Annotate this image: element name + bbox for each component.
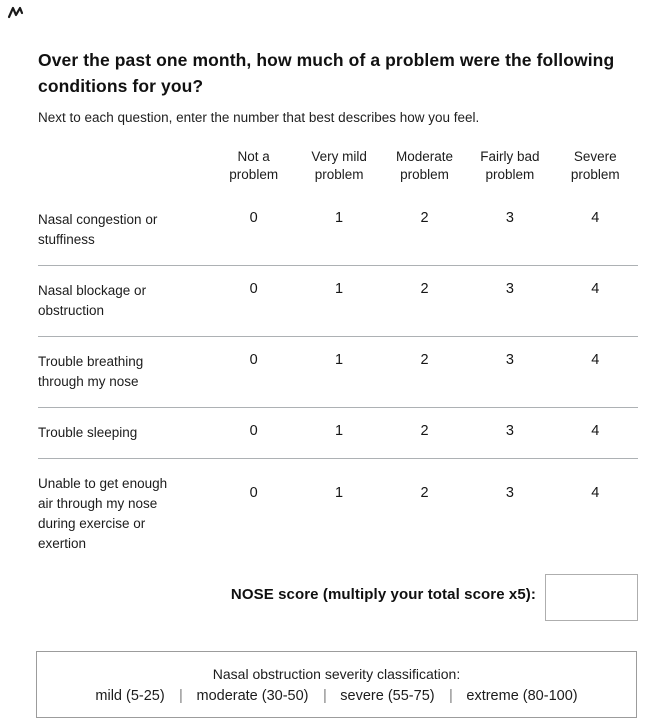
- severity-classification-box: Nasal obstruction severity classificatio…: [36, 651, 637, 718]
- rating-value-3: 3: [505, 281, 514, 297]
- symptom-rating-table: Not a problem Very mild problem Moderate…: [38, 148, 638, 562]
- table-row-trouble-sleeping: Trouble sleeping 0 1 2 3 4: [38, 408, 638, 459]
- classification-level-moderate: moderate (30-50): [196, 688, 309, 704]
- empty-header-cell: [38, 148, 211, 197]
- page-subtitle: Next to each question, enter the number …: [38, 110, 480, 125]
- column-header-very-mild-problem: Very mild problem: [311, 149, 367, 182]
- row-label: Nasal congestion or stuffiness: [38, 212, 158, 247]
- row-label: Nasal blockage or obstruction: [38, 283, 147, 318]
- rating-value-3: 3: [505, 352, 514, 368]
- rating-value-0: 0: [249, 423, 258, 439]
- rating-value-1: 1: [335, 352, 344, 368]
- classification-levels: mild (5-25) | moderate (30-50) | severe (55-…: [43, 688, 630, 704]
- rating-value-4: 4: [591, 485, 600, 501]
- column-header-severe-problem: Severe problem: [570, 149, 620, 182]
- column-header-moderate-problem: Moderate problem: [395, 149, 453, 182]
- rating-value-1: 1: [335, 423, 344, 439]
- rating-value-3: 3: [505, 210, 514, 226]
- rating-value-0: 0: [249, 210, 258, 226]
- row-label: Trouble sleeping: [38, 425, 138, 440]
- rating-value-2: 2: [420, 352, 429, 368]
- table-row-nasal-blockage: Nasal blockage or obstruction 0 1 2 3 4: [38, 266, 638, 337]
- rating-value-4: 4: [591, 210, 600, 226]
- separator-pipe: |: [323, 688, 326, 704]
- separator-pipe: |: [179, 688, 182, 704]
- table-row-nasal-congestion: Nasal congestion or stuffiness 0 1 2 3 4: [38, 197, 638, 266]
- nose-score-section: NOSE score (multiply your total score x5…: [38, 574, 638, 621]
- table-row-unable-enough-air: Unable to get enough air through my nose…: [38, 459, 638, 563]
- column-header-fairly-bad-problem: Fairly bad problem: [480, 149, 540, 182]
- rating-value-1: 1: [335, 210, 344, 226]
- rating-value-2: 2: [420, 423, 429, 439]
- column-header-not-a-problem: Not a problem: [229, 149, 279, 182]
- page-title: Over the past one month, how much of a p…: [38, 50, 615, 96]
- separator-pipe: |: [449, 688, 452, 704]
- corner-scribble-mark: [7, 6, 24, 19]
- rating-value-0: 0: [249, 281, 258, 297]
- rating-value-0: 0: [249, 485, 258, 501]
- classification-title: Nasal obstruction severity classificatio…: [212, 666, 461, 682]
- rating-value-0: 0: [249, 352, 258, 368]
- classification-level-mild: mild (5-25): [95, 688, 165, 704]
- row-label: Unable to get enough air through my nose…: [38, 476, 168, 551]
- rating-value-4: 4: [591, 423, 600, 439]
- classification-level-extreme: extreme (80-100): [466, 688, 578, 704]
- nose-score-label: NOSE score (multiply your total score x5…: [230, 586, 536, 603]
- rating-value-2: 2: [420, 210, 429, 226]
- rating-value-3: 3: [505, 423, 514, 439]
- table-header-row: Not a problem Very mild problem Moderate…: [38, 148, 638, 197]
- rating-value-1: 1: [335, 281, 344, 297]
- nose-score-input[interactable]: [545, 574, 638, 621]
- rating-value-2: 2: [420, 281, 429, 297]
- rating-value-1: 1: [335, 485, 344, 501]
- table-row-trouble-breathing: Trouble breathing through my nose 0 1 2 …: [38, 337, 638, 408]
- rating-value-4: 4: [591, 352, 600, 368]
- row-label: Trouble breathing through my nose: [38, 354, 144, 389]
- questionnaire-content: Over the past one month, how much of a p…: [36, 0, 638, 718]
- rating-value-4: 4: [591, 281, 600, 297]
- rating-value-3: 3: [505, 485, 514, 501]
- rating-value-2: 2: [420, 485, 429, 501]
- classification-level-severe: severe (55-75): [340, 688, 435, 704]
